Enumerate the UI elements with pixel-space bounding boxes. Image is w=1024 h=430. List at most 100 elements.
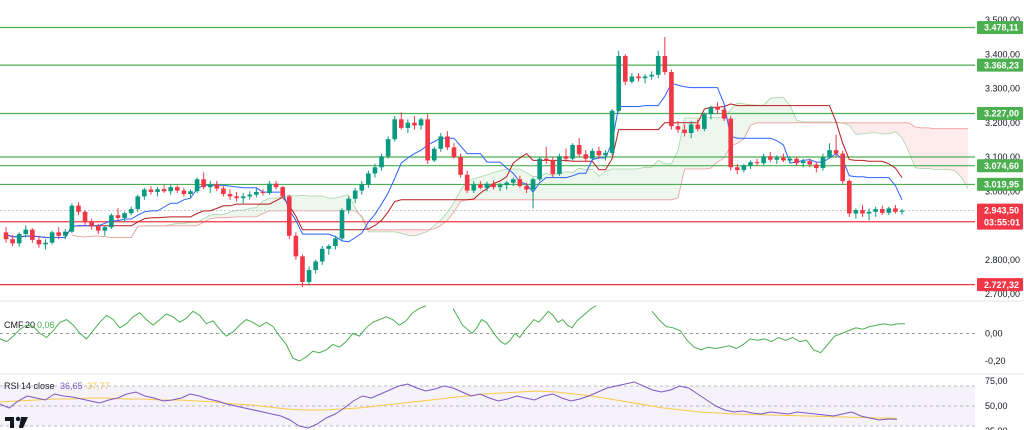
candle[interactable] <box>840 150 846 185</box>
candle[interactable] <box>464 170 470 193</box>
candle[interactable] <box>372 163 378 178</box>
candle-body[interactable] <box>122 213 127 218</box>
candle[interactable] <box>300 254 305 288</box>
candle[interactable] <box>168 184 174 195</box>
candle-body[interactable] <box>603 152 608 156</box>
candle-body[interactable] <box>820 157 826 168</box>
candle-body[interactable] <box>82 211 88 223</box>
candle[interactable] <box>827 143 832 159</box>
candle[interactable] <box>491 180 496 190</box>
candle-body[interactable] <box>471 184 477 191</box>
candle-body[interactable] <box>379 156 384 168</box>
candle-body[interactable] <box>543 158 549 161</box>
candle[interactable] <box>616 50 622 113</box>
candle-body[interactable] <box>827 150 832 157</box>
candle[interactable] <box>807 158 813 168</box>
candle[interactable] <box>662 37 668 75</box>
candle-body[interactable] <box>62 231 68 236</box>
candle[interactable] <box>767 151 773 163</box>
candle-body[interactable] <box>56 232 62 236</box>
candle-body[interactable] <box>267 183 272 193</box>
candle-body[interactable] <box>774 157 780 160</box>
cmf-pane[interactable]: CMF 20 0,06 0,00 -0,20 <box>0 305 1006 366</box>
candle-body[interactable] <box>398 119 404 128</box>
candle[interactable] <box>899 209 905 215</box>
price-axis[interactable]: 3.500,00 3.400,00 3.300,00 3.200,00 3.100,00… <box>975 0 1024 300</box>
candle[interactable] <box>333 235 338 250</box>
candle-body[interactable] <box>214 184 220 189</box>
candle[interactable] <box>497 182 503 192</box>
candle-body[interactable] <box>181 190 187 194</box>
candle-body[interactable] <box>879 209 885 213</box>
candle[interactable] <box>583 150 589 163</box>
candle-body[interactable] <box>860 210 865 214</box>
candle-body[interactable] <box>767 156 773 160</box>
candle-body[interactable] <box>207 184 213 188</box>
candles-layer[interactable] <box>3 37 905 288</box>
candle-body[interactable] <box>576 145 582 155</box>
candle-body[interactable] <box>392 119 398 140</box>
candle-body[interactable] <box>596 150 602 156</box>
candle-body[interactable] <box>418 119 424 126</box>
candle-body[interactable] <box>425 119 430 161</box>
candle[interactable] <box>227 189 233 200</box>
candle-body[interactable] <box>280 187 286 197</box>
candle-body[interactable] <box>458 157 463 175</box>
candle-body[interactable] <box>537 158 542 180</box>
candle-body[interactable] <box>781 157 786 161</box>
candle-body[interactable] <box>675 126 681 130</box>
candle-body[interactable] <box>49 232 55 243</box>
candle[interactable] <box>517 175 523 188</box>
candle-body[interactable] <box>642 76 648 79</box>
candle-body[interactable] <box>372 167 378 174</box>
candle[interactable] <box>273 180 279 190</box>
candle[interactable] <box>181 187 187 197</box>
candle-body[interactable] <box>385 139 391 157</box>
candle[interactable] <box>603 150 608 161</box>
candle[interactable] <box>95 223 101 235</box>
candle-body[interactable] <box>286 196 292 236</box>
candle[interactable] <box>128 206 134 216</box>
candle-body[interactable] <box>431 148 437 161</box>
candle-body[interactable] <box>550 160 556 175</box>
candle-body[interactable] <box>504 182 510 186</box>
candle-body[interactable] <box>339 210 345 239</box>
candle[interactable] <box>622 54 628 86</box>
candle[interactable] <box>886 206 892 216</box>
candle-body[interactable] <box>524 186 529 190</box>
candle-body[interactable] <box>807 161 813 165</box>
candle-body[interactable] <box>649 74 654 77</box>
candle[interactable] <box>761 153 766 166</box>
candle-body[interactable] <box>89 222 94 227</box>
candle-body[interactable] <box>616 55 622 111</box>
candle[interactable] <box>352 187 358 204</box>
candle[interactable] <box>49 230 55 245</box>
candle-body[interactable] <box>352 190 358 199</box>
candle-body[interactable] <box>728 118 734 168</box>
candle-body[interactable] <box>161 189 167 192</box>
candle-body[interactable] <box>240 196 246 199</box>
candle-body[interactable] <box>412 122 417 126</box>
candle[interactable] <box>174 185 180 193</box>
candle[interactable] <box>728 115 734 171</box>
candle[interactable] <box>392 115 398 142</box>
candle[interactable] <box>359 180 365 195</box>
candle[interactable] <box>43 239 48 250</box>
candle-body[interactable] <box>688 124 694 134</box>
candle[interactable] <box>221 186 226 197</box>
candle-body[interactable] <box>708 107 714 115</box>
candle-body[interactable] <box>306 270 312 283</box>
candle-body[interactable] <box>721 109 727 119</box>
candle[interactable] <box>30 228 35 243</box>
candle-body[interactable] <box>695 124 701 129</box>
candle[interactable] <box>431 146 437 163</box>
candle-body[interactable] <box>629 76 635 82</box>
candle[interactable] <box>366 170 371 188</box>
candle-body[interactable] <box>609 110 615 153</box>
candle[interactable] <box>682 124 687 137</box>
candle-body[interactable] <box>846 180 852 214</box>
candle-body[interactable] <box>873 209 878 212</box>
candle-body[interactable] <box>135 196 141 210</box>
candle-body[interactable] <box>530 179 536 190</box>
candle-body[interactable] <box>636 76 641 79</box>
